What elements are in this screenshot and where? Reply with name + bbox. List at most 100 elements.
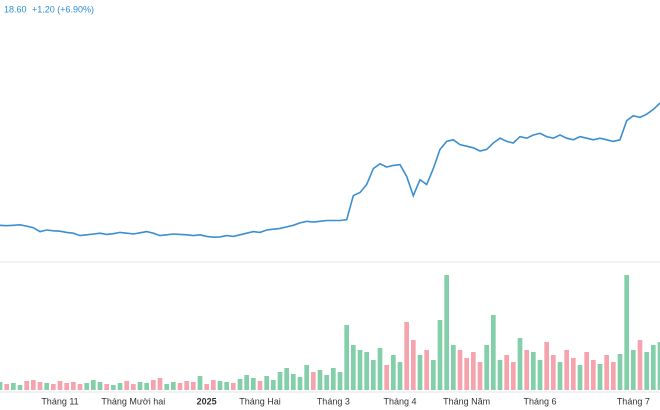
volume-bar	[344, 325, 349, 390]
price-change: +1.20 (+6.90%)	[32, 4, 94, 14]
volume-bar	[644, 352, 649, 390]
volume-bar	[71, 382, 76, 390]
volume-bar	[457, 350, 463, 390]
volume-bar	[597, 364, 603, 390]
volume-bar	[11, 383, 16, 390]
volume-bar	[391, 355, 396, 390]
volume-bar	[17, 385, 23, 390]
volume-bar	[637, 340, 643, 390]
volume-bar	[437, 320, 443, 390]
volume-bar	[117, 383, 123, 390]
volume-bar	[297, 377, 303, 390]
volume-bar	[491, 315, 496, 390]
volume-bar	[217, 381, 223, 390]
volume-bar	[0, 382, 3, 390]
volume-bar	[144, 383, 149, 390]
volume-bar	[111, 385, 116, 390]
volume-bar	[64, 383, 69, 390]
volume-bar	[511, 362, 516, 390]
volume-bar	[384, 365, 389, 390]
x-tick-label: Tháng Năm	[443, 396, 490, 406]
price: 18.60	[4, 4, 27, 14]
volume-bar	[397, 362, 403, 390]
volume-bar	[44, 383, 49, 390]
volume-bar	[371, 360, 376, 390]
volume-bar	[264, 376, 269, 390]
volume-bar	[151, 380, 156, 390]
volume-bar	[357, 350, 363, 390]
volume-bar	[131, 384, 136, 390]
volume-bar	[471, 352, 476, 390]
volume-bar	[137, 382, 143, 390]
volume-bar	[237, 379, 243, 390]
volume-bar	[504, 355, 509, 390]
volume-bar	[211, 380, 216, 390]
x-tick-label: 2025	[197, 396, 217, 406]
volume-bar	[431, 360, 436, 390]
x-tick-label: Tháng Mười hai	[101, 396, 165, 406]
volume-bar	[657, 342, 660, 390]
volume-bar	[364, 352, 369, 390]
volume-bar	[424, 350, 429, 390]
volume-bar	[271, 380, 276, 390]
volume-bar	[184, 381, 189, 390]
volume-bar	[164, 384, 169, 390]
volume-bar	[337, 372, 343, 390]
volume-bar	[611, 362, 616, 390]
volume-bar	[477, 362, 483, 390]
volume-bar	[557, 362, 563, 390]
volume-bar	[191, 382, 196, 390]
volume-bar	[604, 355, 609, 390]
volume-bar	[564, 350, 569, 390]
volume-bar	[77, 384, 83, 390]
volume-bar	[351, 345, 356, 390]
volume-bar	[617, 354, 623, 390]
volume-bar	[4, 384, 9, 390]
volume-bar	[104, 384, 109, 390]
volume-bar	[591, 360, 596, 390]
volume-bar	[57, 381, 63, 390]
volume-bar	[157, 378, 163, 390]
volume-bar	[537, 360, 543, 390]
volume-bar	[51, 384, 56, 390]
volume-bar	[24, 381, 29, 390]
volume-bar	[177, 383, 183, 390]
volume-bar	[244, 375, 249, 390]
volume-bar	[257, 381, 263, 390]
volume-bar	[544, 342, 549, 390]
volume-bar	[571, 358, 576, 390]
volume-bar	[631, 350, 636, 390]
x-tick-label: Tháng 4	[383, 396, 416, 406]
volume-bar	[524, 350, 529, 390]
volume-bar	[451, 345, 456, 390]
volume-bar	[651, 345, 656, 390]
volume-bar	[417, 355, 423, 390]
volume-bar	[531, 352, 536, 390]
volume-bar	[224, 382, 229, 390]
x-tick-label: Tháng 11	[41, 396, 78, 406]
volume-bar	[317, 370, 323, 390]
volume-bar	[484, 345, 489, 390]
volume-bar	[84, 383, 89, 390]
volume-bar	[624, 275, 629, 390]
x-tick-label: Tháng 7	[617, 396, 650, 406]
volume-bar	[37, 382, 43, 390]
volume-bar	[251, 378, 256, 390]
volume-bar	[464, 358, 469, 390]
volume-bar	[97, 382, 103, 390]
volume-bar	[277, 372, 283, 390]
volume-bar	[124, 381, 129, 390]
volume-bar	[311, 372, 316, 390]
volume-bar	[231, 383, 236, 390]
x-tick-label: Tháng 6	[523, 396, 556, 406]
volume-bar	[171, 382, 176, 390]
volume-bar	[404, 322, 409, 390]
volume-bar	[204, 384, 209, 390]
x-tick-label: Tháng Hai	[239, 396, 281, 406]
price-line	[0, 102, 660, 239]
volume-bar	[377, 348, 383, 390]
volume-bar	[551, 355, 556, 390]
volume-bar	[411, 340, 416, 390]
volume-bar	[331, 368, 336, 390]
